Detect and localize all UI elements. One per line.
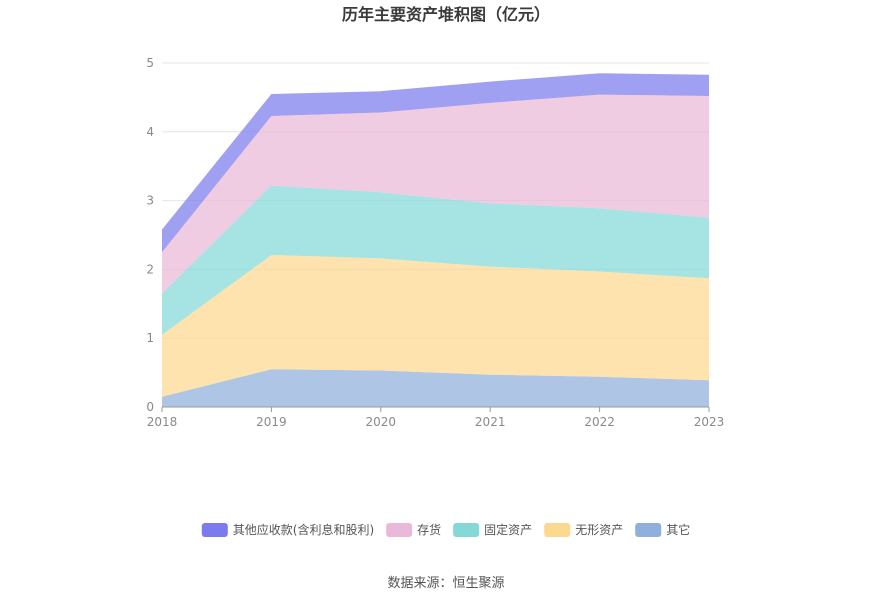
legend-item-2[interactable]: 固定资产 bbox=[453, 522, 532, 537]
legend-item-0[interactable]: 其它 bbox=[635, 522, 690, 537]
x-tick-label: 2018 bbox=[147, 415, 178, 429]
y-tick-label: 1 bbox=[146, 331, 154, 345]
legend-item-1[interactable]: 无形资产 bbox=[544, 523, 623, 537]
legend-swatch bbox=[453, 523, 480, 537]
y-tick-label: 2 bbox=[146, 262, 154, 276]
source-note: 数据来源：恒生聚源 bbox=[387, 576, 504, 591]
legend-label: 其它 bbox=[666, 522, 690, 537]
area-series-1[interactable] bbox=[162, 255, 709, 397]
area-series-0[interactable] bbox=[162, 369, 709, 407]
y-tick-label: 0 bbox=[146, 400, 154, 414]
x-tick-label: 2019 bbox=[256, 415, 287, 429]
legend-item-3[interactable]: 存货 bbox=[386, 522, 441, 537]
legend-item-4[interactable]: 其他应收款(含利息和股利) bbox=[201, 522, 374, 537]
legend-label: 无形资产 bbox=[575, 523, 623, 537]
legend-swatch bbox=[201, 523, 228, 537]
axes: 0 1 2 3 4 5 2018 2019 2020 2021 2022 2023 bbox=[146, 56, 724, 429]
area-series-3[interactable] bbox=[162, 94, 709, 294]
x-tick-label: 2020 bbox=[366, 415, 397, 429]
chart-title: 历年主要资产堆积图（亿元） bbox=[342, 5, 550, 24]
x-tick-label: 2023 bbox=[694, 415, 725, 429]
legend[interactable]: 其他应收款(含利息和股利) 存货 固定资产 无形资产 其它 bbox=[201, 522, 690, 537]
area-series-4[interactable] bbox=[162, 73, 709, 253]
x-tick-label: 2022 bbox=[584, 415, 615, 429]
x-tick-label: 2021 bbox=[475, 415, 506, 429]
legend-swatch bbox=[544, 523, 571, 537]
area-layers bbox=[162, 73, 709, 407]
area-series-2[interactable] bbox=[162, 185, 709, 335]
y-tick-label: 3 bbox=[146, 194, 154, 208]
legend-swatch bbox=[386, 523, 413, 537]
legend-label: 固定资产 bbox=[484, 522, 532, 537]
legend-label: 存货 bbox=[417, 522, 441, 537]
legend-swatch bbox=[635, 523, 662, 537]
legend-label: 其他应收款(含利息和股利) bbox=[233, 522, 374, 537]
y-tick-label: 4 bbox=[146, 125, 154, 139]
y-tick-label: 5 bbox=[146, 56, 154, 70]
